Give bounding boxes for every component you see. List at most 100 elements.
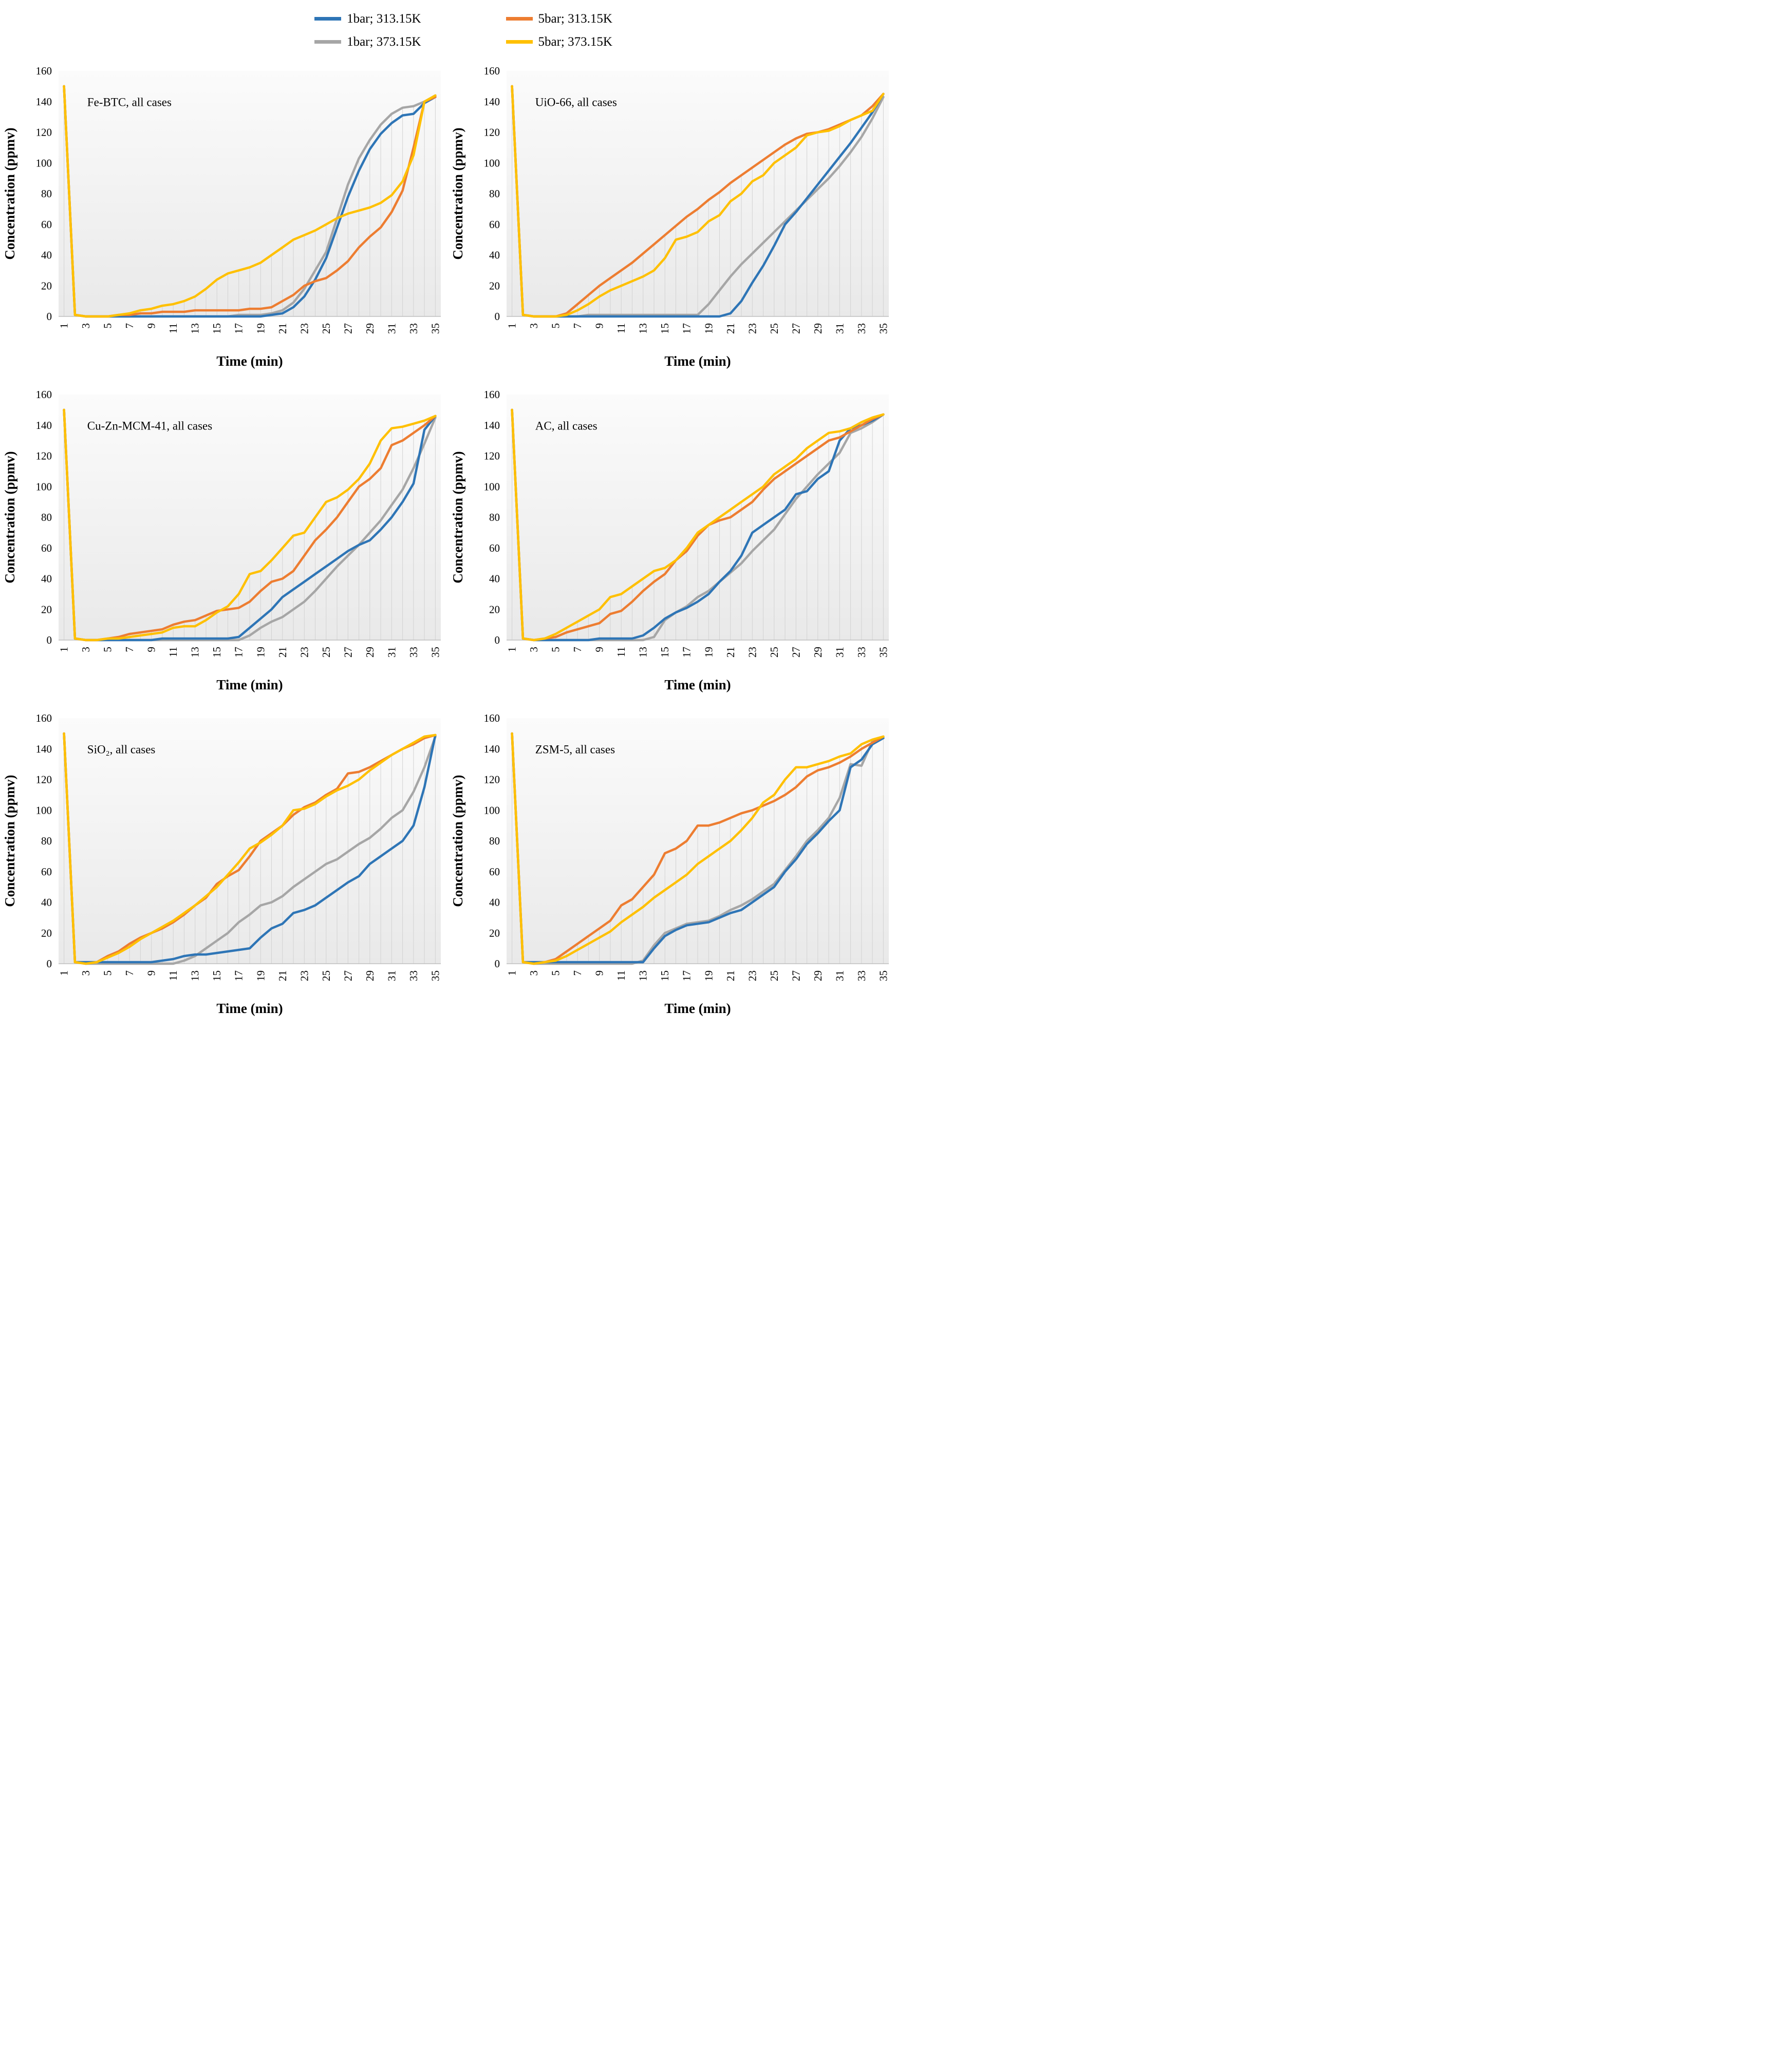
legend-item-1bar-313K: 1bar; 313.15K: [314, 12, 421, 25]
legend-column-5bar: 5bar; 313.15K 5bar; 373.15K: [506, 12, 612, 48]
x-tick-label: 35: [429, 647, 441, 658]
x-tick-label: 5: [550, 323, 562, 329]
y-tick-label: 160: [484, 388, 500, 401]
x-tick-label: 19: [702, 647, 715, 658]
chart-uio-66: 0 20 40 60 80 100 120 140 160 1 3 5 7 9 11 13 15 17 19 21 23…: [448, 53, 896, 377]
x-tick-label: 13: [189, 647, 201, 658]
x-tick-label: 15: [659, 970, 671, 981]
x-tick-label: 31: [833, 647, 846, 658]
x-tick-label: 5: [102, 647, 114, 652]
x-axis-title: Time (min): [664, 677, 731, 692]
x-tick-label: 11: [167, 970, 179, 981]
charts-grid: 0 20 40 60 80 100 120 140 160 1 3 5 7 9 11 13 15 17 19 21 23…: [0, 53, 896, 1024]
x-tick-label: 1: [58, 970, 70, 976]
y-tick-label: 140: [36, 96, 52, 108]
x-tick-label: 35: [429, 323, 441, 334]
x-tick-label: 25: [320, 647, 332, 658]
x-tick-label: 29: [364, 323, 376, 334]
chart-fe-btc: 0 20 40 60 80 100 120 140 160 1 3 5 7 9 11 13 15 17 19 21 23…: [0, 53, 448, 377]
x-tick-label: 27: [342, 323, 354, 334]
x-tick-label: 21: [724, 647, 737, 658]
series-line-1bar-313-15k: [511, 732, 885, 964]
x-tick-label: 21: [276, 970, 289, 981]
y-tick-label: 0: [47, 310, 52, 323]
y-tick-label: 0: [47, 634, 52, 646]
x-tick-label: 17: [681, 970, 693, 981]
figure-page: 1bar; 313.15K 1bar; 373.15K 5bar; 313.15…: [0, 0, 896, 1024]
y-tick-label: 20: [489, 927, 500, 939]
y-tick-label: 120: [36, 774, 52, 786]
y-tick-label: 0: [47, 958, 52, 970]
x-tick-label: 17: [233, 970, 245, 981]
x-tick-label: 13: [637, 647, 649, 658]
x-tick-label: 23: [298, 323, 310, 334]
x-tick-label: 19: [702, 970, 715, 981]
y-tick-label: 60: [489, 866, 500, 878]
y-tick-label: 60: [41, 866, 52, 878]
x-tick-label: 31: [385, 647, 398, 658]
chart-cu-zn-mcm-41: 0 20 40 60 80 100 120 140 160 1 3 5 7 9 11 13 15 17 19 21 23…: [0, 377, 448, 701]
chart-title: SiO₂, all cases: [87, 743, 156, 756]
y-tick-label: 20: [41, 603, 52, 615]
x-tick-label: 13: [637, 970, 649, 981]
y-tick-label: 80: [41, 835, 52, 847]
x-tick-label: 3: [80, 970, 92, 976]
x-tick-label: 9: [145, 970, 158, 976]
chart-ac: 0 20 40 60 80 100 120 140 160 1 3 5 7 9 11 13 15 17 19 21 23…: [448, 377, 896, 701]
y-tick-label: 160: [36, 388, 52, 401]
series-line-1bar-373-15k: [63, 732, 437, 965]
y-tick-label: 40: [41, 573, 52, 585]
x-tick-label: 3: [528, 970, 540, 976]
x-tick-label: 35: [429, 970, 441, 981]
y-tick-label: 0: [495, 310, 500, 323]
chart-sio2: 0 20 40 60 80 100 120 140 160 1 3 5 7 9 11 13 15 17 19 21 23…: [0, 701, 448, 1024]
x-tick-label: 23: [746, 323, 758, 334]
x-tick-label: 11: [167, 323, 179, 333]
x-axis-title: Time (min): [216, 677, 283, 692]
x-tick-label: 23: [746, 970, 758, 981]
x-tick-label: 27: [790, 970, 802, 981]
y-tick-label: 120: [484, 774, 500, 786]
x-tick-label: 33: [407, 970, 420, 981]
y-tick-label: 100: [36, 157, 52, 169]
y-tick-label: 120: [36, 450, 52, 462]
y-tick-label: 160: [36, 65, 52, 77]
x-axis-title: Time (min): [216, 1001, 283, 1016]
x-tick-label: 25: [320, 970, 332, 981]
x-tick-label: 5: [550, 647, 562, 652]
x-tick-label: 17: [681, 323, 693, 334]
x-tick-label: 31: [385, 970, 398, 981]
x-tick-label: 19: [254, 970, 267, 981]
x-tick-label: 27: [790, 323, 802, 334]
chart-legend: 1bar; 313.15K 1bar; 373.15K 5bar; 313.15…: [0, 5, 896, 53]
y-tick-label: 0: [495, 958, 500, 970]
series-line-5bar-373-15k: [511, 732, 885, 965]
x-tick-label: 3: [528, 647, 540, 652]
x-tick-label: 15: [211, 970, 223, 981]
series-line-1bar-313-15k: [511, 408, 885, 642]
chart-title: Cu-Zn-MCM-41, all cases: [87, 420, 212, 433]
x-axis-title: Time (min): [664, 1001, 731, 1016]
y-tick-label: 40: [41, 896, 52, 909]
legend-item-5bar-373K: 5bar; 373.15K: [506, 35, 612, 48]
drop-lines: [64, 733, 436, 964]
x-tick-label: 7: [123, 647, 136, 652]
x-tick-label: 19: [254, 647, 267, 658]
x-tick-label: 33: [855, 323, 868, 334]
y-tick-label: 160: [484, 712, 500, 724]
y-axis-title: Concentration (ppmv): [450, 451, 465, 583]
y-tick-label: 20: [489, 279, 500, 292]
series-line-5bar-373-15k: [63, 732, 437, 965]
legend-swatch-yellow-icon: [506, 40, 533, 44]
series-line-5bar-313-15k: [63, 732, 437, 965]
y-tick-label: 20: [41, 927, 52, 939]
x-tick-label: 7: [571, 970, 584, 976]
x-tick-label: 25: [768, 970, 780, 981]
y-tick-label: 120: [484, 126, 500, 139]
y-tick-label: 100: [484, 480, 500, 493]
x-tick-label: 7: [571, 647, 584, 652]
x-tick-label: 13: [189, 323, 201, 334]
series-line-5bar-313-15k: [511, 408, 885, 642]
x-tick-label: 3: [80, 647, 92, 652]
